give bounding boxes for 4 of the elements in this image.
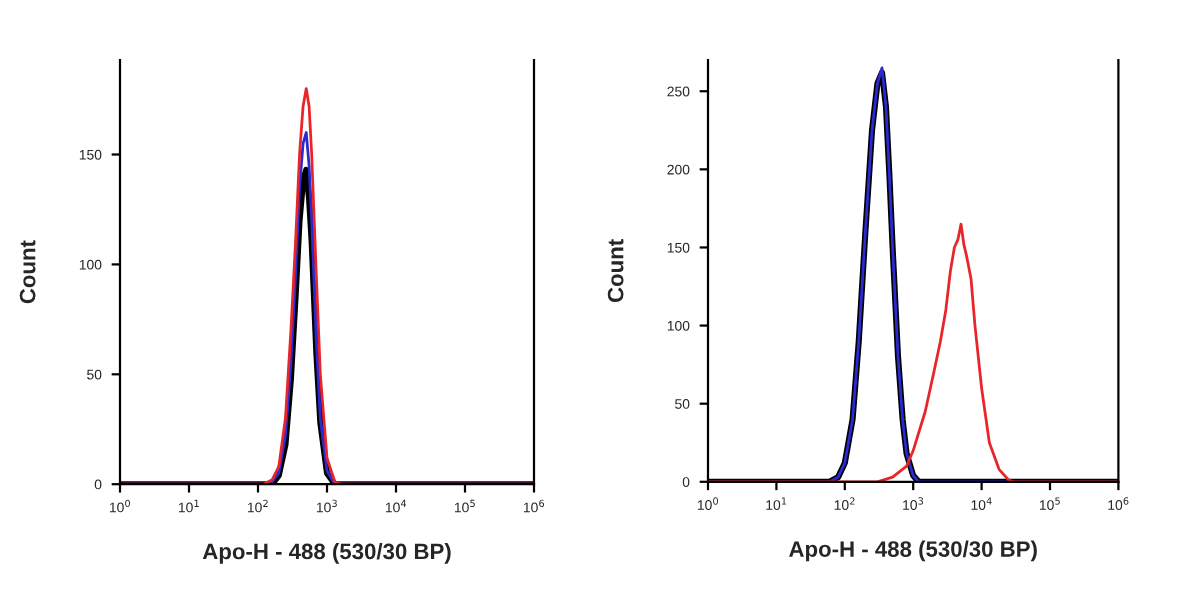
y-axis-title: Count xyxy=(607,239,624,303)
x-axis-title: Apo-H - 488 (530/30 BP) xyxy=(202,542,451,564)
y-axis-title: Count xyxy=(19,240,36,304)
x-axis-title: Apo-H - 488 (530/30 BP) xyxy=(789,540,1037,562)
